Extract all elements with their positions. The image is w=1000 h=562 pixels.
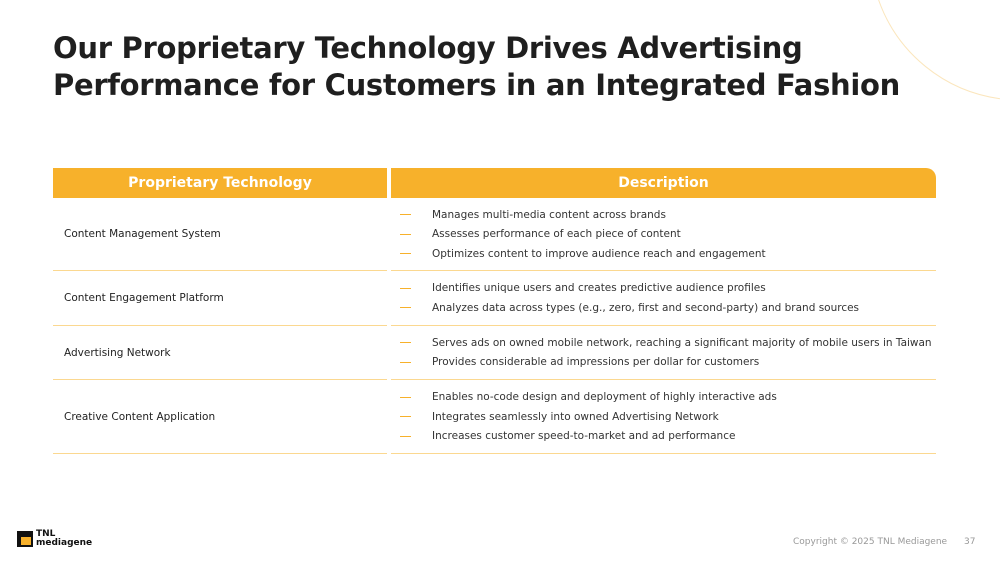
dash-bullet-icon	[400, 287, 411, 289]
description-cell: Enables no-code design and deployment of…	[391, 380, 936, 454]
bullet-item: Serves ads on owned mobile network, reac…	[391, 333, 936, 353]
dash-bullet-icon	[400, 435, 411, 437]
dash-bullet-icon	[400, 416, 411, 417]
bullet-text: Increases customer speed-to-market and a…	[432, 430, 736, 442]
bullet-item: Enables no-code design and deployment of…	[391, 387, 936, 407]
dash-bullet-icon	[400, 307, 411, 309]
dash-bullet-icon	[400, 361, 411, 363]
logo-mark-icon	[17, 531, 33, 547]
bullet-item: Integrates seamlessly into owned Adverti…	[391, 407, 936, 427]
table-row: Advertising Network Serves ads on owned m…	[53, 326, 936, 380]
dash-bullet-icon	[400, 342, 411, 344]
technology-name: Creative Content Application	[53, 380, 387, 454]
bullet-item: Manages multi-media content across brand…	[391, 205, 936, 225]
bullet-text: Integrates seamlessly into owned Adverti…	[432, 410, 719, 423]
dash-bullet-icon	[400, 396, 411, 398]
technology-name: Content Engagement Platform	[53, 271, 387, 326]
table-row: Creative Content Application Enables no-c…	[53, 380, 936, 454]
bullet-text: Provides considerable ad impressions per…	[432, 356, 760, 369]
page-number: 37	[964, 537, 976, 547]
table-header: Proprietary Technology Description	[53, 168, 936, 198]
description-cell: Serves ads on owned mobile network, reac…	[391, 326, 936, 380]
bullet-item: Optimizes content to improve audience re…	[391, 244, 936, 264]
bullet-item: Identifies unique users and creates pred…	[391, 279, 936, 299]
technology-table: Proprietary Technology Description Conte…	[53, 168, 936, 454]
bullet-item: Provides considerable ad impressions per…	[391, 353, 936, 373]
bullet-text: Analyzes data across types (e.g., zero, …	[432, 301, 860, 314]
header-technology: Proprietary Technology	[53, 168, 387, 198]
dash-bullet-icon	[400, 214, 411, 215]
dash-bullet-icon	[400, 253, 411, 254]
bullet-item: Assesses performance of each piece of co…	[391, 224, 936, 244]
bullet-text: Optimizes content to improve audience re…	[432, 247, 766, 260]
copyright: Copyright © 2025 TNL Mediagene	[793, 537, 948, 547]
table-row: Content Engagement Platform Identifies un…	[53, 271, 936, 326]
description-cell: Identifies unique users and creates pred…	[391, 271, 936, 326]
technology-name: Advertising Network	[53, 326, 387, 380]
bullet-item: Analyzes data across types (e.g., zero, …	[391, 298, 936, 318]
technology-name: Content Management System	[53, 198, 387, 271]
description-cell: Manages multi-media content across brand…	[391, 198, 936, 271]
bullet-item: Increases customer speed-to-market and a…	[391, 426, 936, 446]
bullet-text: Serves ads on owned mobile network, reac…	[432, 336, 932, 349]
logo-text: TNL	[36, 529, 56, 539]
logo: TNL mediagene	[17, 530, 92, 548]
dash-bullet-icon	[400, 233, 411, 235]
logo-text: mediagene	[36, 538, 93, 548]
bullet-text: Manages multi-media content across brand…	[432, 208, 666, 221]
bullet-text: Enables no-code design and deployment of…	[432, 391, 777, 403]
header-description: Description	[391, 168, 936, 198]
page-title: Our Proprietary Technology Drives Advert…	[53, 31, 900, 102]
bullet-text: Identifies unique users and creates pred…	[432, 282, 766, 295]
bullet-text: Assesses performance of each piece of co…	[432, 228, 681, 240]
table-row: Content Management System Manages multi-m…	[53, 198, 936, 271]
